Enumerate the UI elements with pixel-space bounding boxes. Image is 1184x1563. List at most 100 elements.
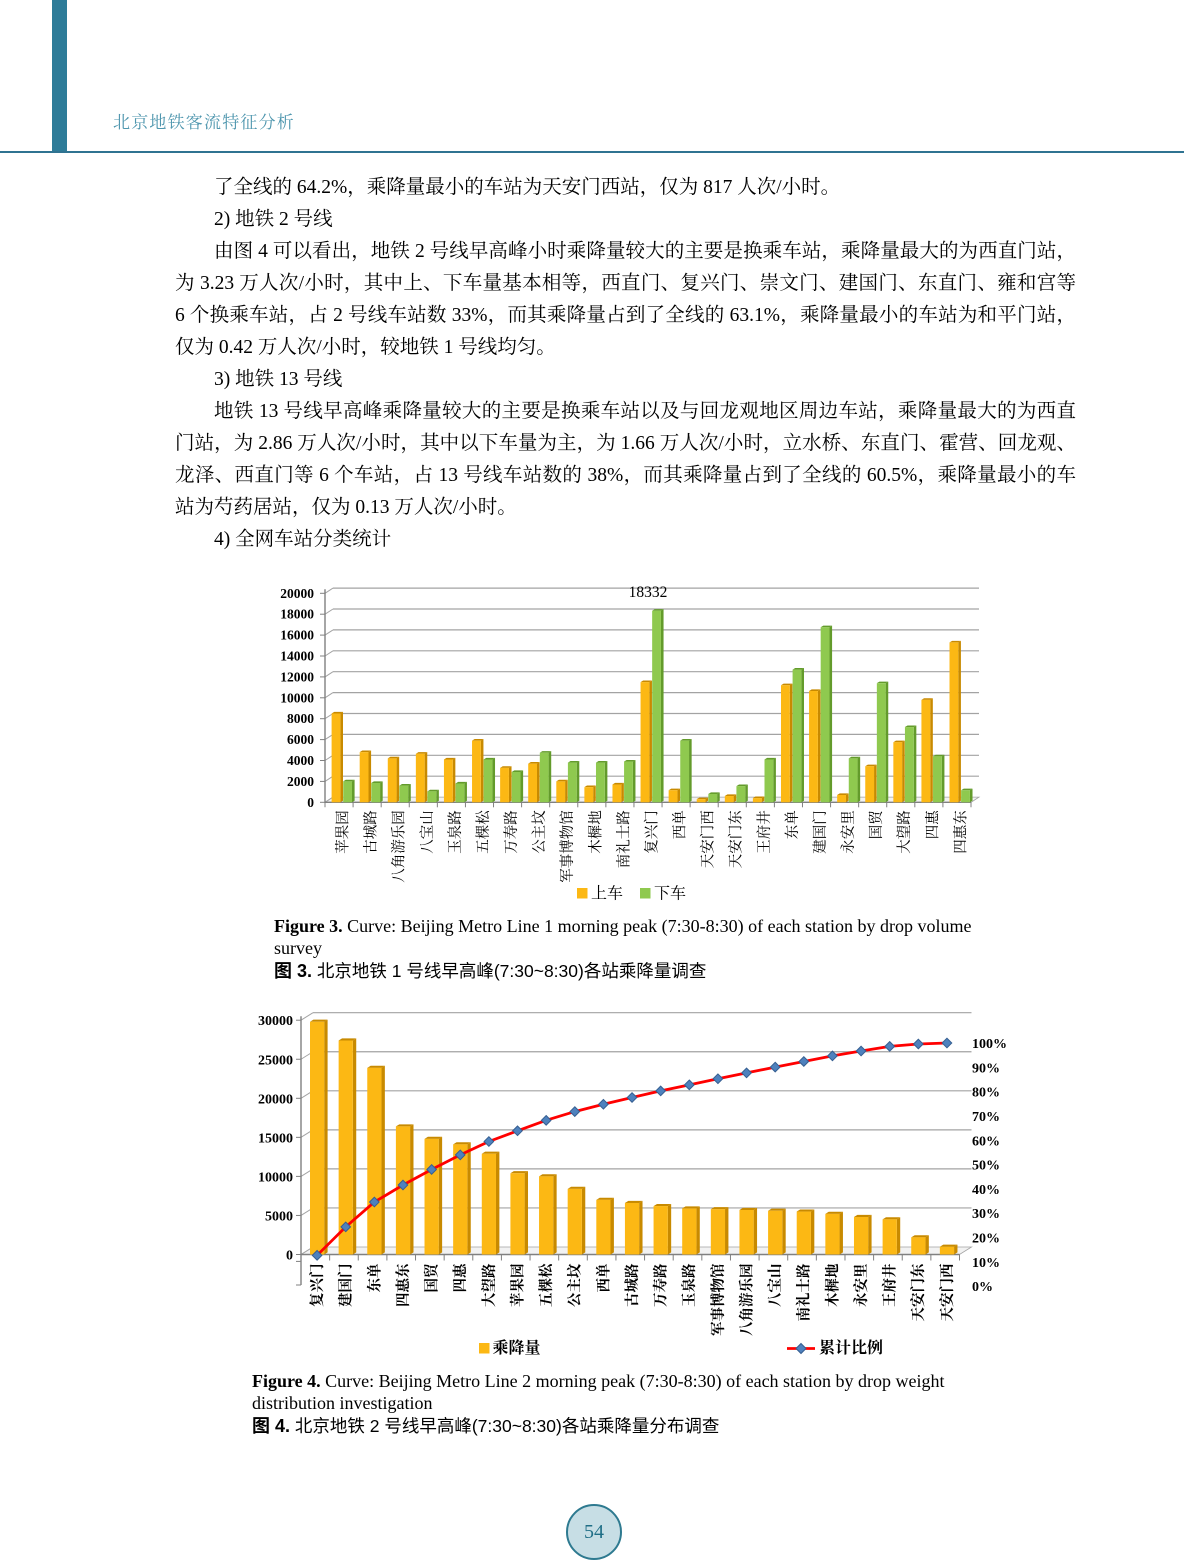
svg-text:16000: 16000 <box>280 628 314 643</box>
svg-text:20000: 20000 <box>280 586 314 601</box>
svg-text:20000: 20000 <box>258 1092 293 1107</box>
y-axis: 0 5000 10000 15000 20000 25000 30000 <box>258 1014 302 1286</box>
svg-text:复兴门: 复兴门 <box>308 1264 326 1308</box>
figure4-caption-en: Figure 4. Curve: Beijing Metro Line 2 mo… <box>252 1371 945 1391</box>
svg-text:复兴门: 复兴门 <box>643 810 660 854</box>
page-number: 54 <box>584 1520 604 1543</box>
svg-text:14000: 14000 <box>280 649 314 664</box>
figure4-pareto-chart: 0 5000 10000 15000 20000 25000 30000 0% 10% 20% 30… <box>258 1012 1007 1357</box>
data-label-annotation: 18332 <box>629 584 668 601</box>
svg-text:四惠东: 四惠东 <box>951 810 969 854</box>
svg-text:四惠: 四惠 <box>451 1262 469 1292</box>
svg-text:苹果园: 苹果园 <box>508 1264 526 1308</box>
svg-text:天安门西: 天安门西 <box>700 810 717 868</box>
bars-volume <box>310 1019 958 1255</box>
svg-text:10%: 10% <box>972 1256 1000 1271</box>
svg-text:天安门西: 天安门西 <box>938 1263 956 1321</box>
svg-text:下车: 下车 <box>654 885 686 903</box>
figure3-bar-chart: 0 2000 4000 6000 8000 10000 12000 14000 16000 180… <box>280 584 981 903</box>
bars-boarding <box>331 640 961 803</box>
svg-text:四惠东: 四惠东 <box>394 1262 412 1307</box>
figure3-caption: Figure 3. Curve: Beijing Metro Line 1 mo… <box>274 916 1014 983</box>
svg-text:国贸: 国贸 <box>868 810 885 839</box>
svg-text:40%: 40% <box>972 1183 1000 1198</box>
svg-text:古城路: 古城路 <box>363 810 380 854</box>
svg-text:王府井: 王府井 <box>881 1263 899 1307</box>
svg-text:天安门东: 天安门东 <box>909 1262 927 1321</box>
svg-text:公主坟: 公主坟 <box>567 1263 584 1307</box>
category-labels: 复兴门 建国门 东单 四惠东 国贸 四惠 大望路 苹果园 五棵松 公主坟 西单 古城路 万寿路 玉泉路 军事… <box>308 1262 956 1336</box>
paragraph: 3) 地铁 13 号线 <box>214 369 343 390</box>
legend: 上车 下车 <box>577 885 686 903</box>
svg-text:玉泉路: 玉泉路 <box>680 1263 698 1307</box>
paragraph: 了全线的 64.2%，乘降量最小的车站为天安门西站，仅为 817 人次/小时。 <box>214 177 841 198</box>
svg-text:建国门: 建国门 <box>337 1264 355 1308</box>
svg-text:天安门东: 天安门东 <box>728 810 745 868</box>
svg-text:18332: 18332 <box>629 584 668 601</box>
page-number-badge: 54 <box>566 1504 622 1560</box>
svg-text:东单: 东单 <box>365 1263 383 1292</box>
svg-text:0: 0 <box>286 1249 293 1264</box>
svg-text:25000: 25000 <box>258 1053 293 1068</box>
svg-text:军事博物馆: 军事博物馆 <box>558 810 576 883</box>
svg-text:建国门: 建国门 <box>812 810 829 854</box>
svg-text:南礼士路: 南礼士路 <box>795 1263 813 1321</box>
svg-text:0: 0 <box>307 795 314 810</box>
paragraph: 4) 全网车站分类统计 <box>214 529 392 550</box>
svg-text:木樨地: 木樨地 <box>586 810 604 854</box>
gridlines <box>300 1012 972 1255</box>
figure3-caption-zh: 图 3. 北京地铁 1 号线早高峰(7:30~8:30)各站乘降量调查 <box>274 961 707 981</box>
figure4-caption: Figure 4. Curve: Beijing Metro Line 2 mo… <box>252 1371 992 1438</box>
svg-text:30000: 30000 <box>258 1014 293 1029</box>
svg-text:八角游乐园: 八角游乐园 <box>738 1264 755 1337</box>
svg-text:五棵松: 五棵松 <box>474 810 492 854</box>
svg-text:15000: 15000 <box>258 1131 293 1146</box>
svg-text:八宝山: 八宝山 <box>767 1264 784 1308</box>
svg-text:90%: 90% <box>972 1061 1000 1076</box>
secondary-y-axis: 0% 10% 20% 30% 40% 50% 60% 70% 80% 90% 100% <box>972 1037 1007 1295</box>
bars-alighting <box>343 609 973 803</box>
header-accent-bar <box>52 0 67 151</box>
svg-text:50%: 50% <box>972 1159 1000 1174</box>
svg-text:6000: 6000 <box>287 732 314 747</box>
svg-text:八角游乐园: 八角游乐园 <box>391 810 408 883</box>
svg-text:10000: 10000 <box>280 690 314 705</box>
legend: 乘降量 累计比例 <box>479 1338 883 1357</box>
svg-text:五棵松: 五棵松 <box>537 1262 555 1307</box>
svg-text:古城路: 古城路 <box>623 1263 641 1307</box>
svg-text:20%: 20% <box>972 1232 1000 1247</box>
figure3-caption-en2: survey <box>274 937 322 958</box>
svg-text:2000: 2000 <box>287 774 314 789</box>
svg-text:东单: 东单 <box>784 810 801 839</box>
svg-text:军事博物馆: 军事博物馆 <box>709 1263 727 1336</box>
svg-text:八宝山: 八宝山 <box>419 810 436 854</box>
paragraph: 地铁 13 号线早高峰乘降量较大的主要是换乘车站以及与回龙观地区周边车站，乘降量… <box>175 401 1076 518</box>
svg-text:西单: 西单 <box>594 1263 612 1292</box>
y-axis: 0 2000 4000 6000 8000 10000 12000 14000 16000 180… <box>280 586 326 810</box>
svg-text:国贸: 国贸 <box>423 1262 441 1292</box>
cumulative-line <box>311 1037 953 1261</box>
svg-text:10000: 10000 <box>258 1170 293 1185</box>
svg-text:四惠: 四惠 <box>923 810 941 839</box>
svg-text:30%: 30% <box>972 1207 1000 1222</box>
x-axis <box>324 801 972 808</box>
svg-text:公主坟: 公主坟 <box>531 810 548 854</box>
header-rule <box>0 151 1184 153</box>
running-head-title: 北京地铁客流特征分析 <box>113 113 295 132</box>
svg-text:100%: 100% <box>972 1037 1007 1052</box>
svg-text:4000: 4000 <box>287 753 314 768</box>
category-labels: 苹果园 古城路 八角游乐园 八宝山 玉泉路 五棵松 万寿路 公主坟 军事博物馆 木樨地 南礼士路 复兴… <box>334 810 970 883</box>
svg-text:南礼士路: 南礼士路 <box>615 810 632 868</box>
paragraph: 由图 4 可以看出，地铁 2 号线早高峰小时乘降量较大的主要是换乘车站，乘降量最… <box>175 241 1076 358</box>
svg-text:苹果园: 苹果园 <box>334 810 352 854</box>
svg-text:木樨地: 木樨地 <box>823 1263 841 1307</box>
svg-text:西单: 西单 <box>672 810 689 839</box>
svg-text:12000: 12000 <box>280 669 314 684</box>
svg-text:80%: 80% <box>972 1086 1000 1101</box>
svg-text:万寿路: 万寿路 <box>503 810 520 854</box>
svg-text:王府井: 王府井 <box>756 810 773 854</box>
svg-text:永安里: 永安里 <box>840 810 857 854</box>
svg-text:70%: 70% <box>972 1110 1000 1125</box>
body-text: 了全线的 64.2%，乘降量最小的车站为天安门西站，仅为 817 人次/小时。 … <box>175 172 1076 556</box>
